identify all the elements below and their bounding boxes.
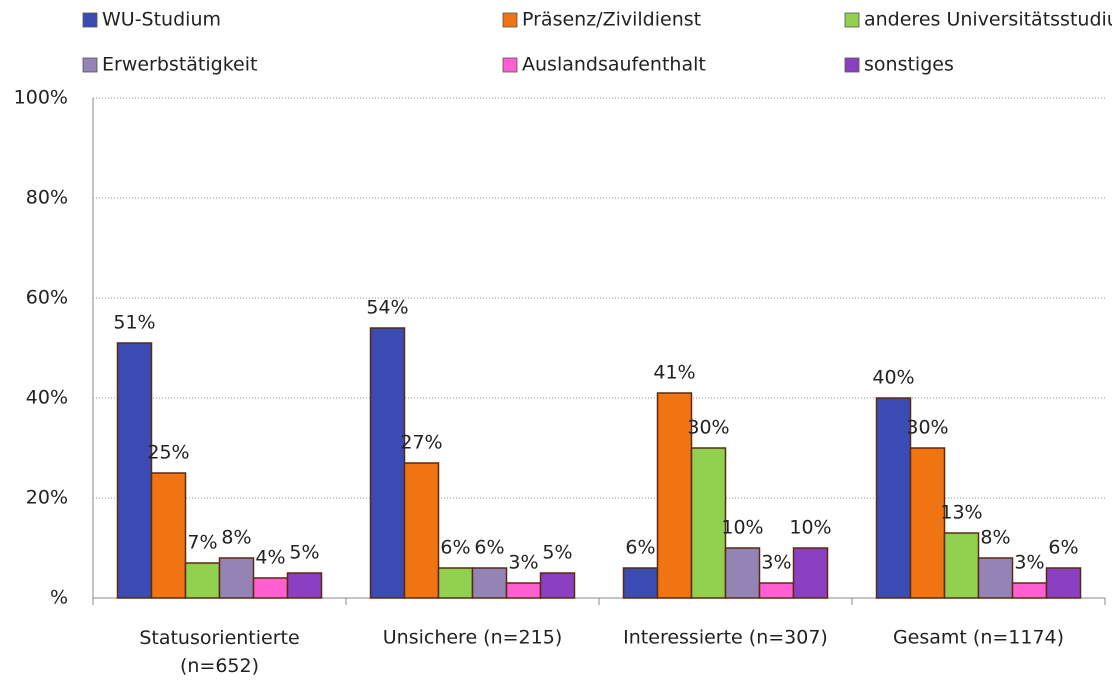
data-label: 5% bbox=[289, 542, 319, 564]
legend-label: Erwerbstätigkeit bbox=[102, 54, 257, 76]
bar bbox=[943, 532, 980, 599]
bar bbox=[184, 562, 221, 599]
bar bbox=[977, 557, 1014, 599]
legend-swatch bbox=[82, 12, 98, 28]
data-label: 41% bbox=[653, 362, 695, 384]
bar bbox=[252, 577, 289, 599]
data-label: 8% bbox=[980, 527, 1010, 549]
legend-label: sonstiges bbox=[864, 54, 954, 76]
bar bbox=[116, 342, 153, 599]
y-tick-label: % bbox=[50, 587, 68, 609]
bar bbox=[403, 462, 440, 599]
x-tick-label: Unsichere (n=215) bbox=[383, 627, 562, 649]
data-label: 7% bbox=[187, 532, 217, 554]
data-label: 3% bbox=[1014, 552, 1044, 574]
bar bbox=[690, 447, 727, 599]
data-label: 6% bbox=[1048, 537, 1078, 559]
data-label: 40% bbox=[872, 367, 914, 389]
bar bbox=[758, 582, 795, 599]
data-label: 10% bbox=[789, 517, 831, 539]
y-tick-label: 60% bbox=[26, 287, 68, 309]
bar bbox=[1011, 582, 1048, 599]
legend-label: Präsenz/Zivildienst bbox=[522, 9, 701, 31]
legend-swatch bbox=[502, 12, 518, 28]
bar bbox=[792, 547, 829, 599]
data-label: 30% bbox=[906, 417, 948, 439]
legend-swatch bbox=[82, 57, 98, 73]
data-label: 51% bbox=[113, 312, 155, 334]
legend-swatch bbox=[502, 57, 518, 73]
legend-label: anderes Universitätsstudium bbox=[864, 9, 1112, 31]
bar bbox=[909, 447, 946, 599]
x-tick-label: Gesamt (n=1174) bbox=[893, 627, 1064, 649]
data-label: 5% bbox=[542, 542, 572, 564]
data-label: 6% bbox=[474, 537, 504, 559]
data-label: 4% bbox=[255, 547, 285, 569]
bar bbox=[875, 397, 912, 599]
legend-swatch bbox=[844, 12, 860, 28]
data-label: 3% bbox=[508, 552, 538, 574]
legend-label: WU-Studium bbox=[102, 9, 221, 31]
data-label: 27% bbox=[400, 432, 442, 454]
y-tick-label: 40% bbox=[26, 387, 68, 409]
bar bbox=[505, 582, 542, 599]
legend-swatch bbox=[844, 57, 860, 73]
bar bbox=[286, 572, 323, 599]
data-label: 54% bbox=[366, 297, 408, 319]
data-label: 6% bbox=[440, 537, 470, 559]
bar bbox=[622, 567, 659, 599]
data-label: 30% bbox=[687, 417, 729, 439]
data-label: 8% bbox=[221, 527, 251, 549]
bar bbox=[437, 567, 474, 599]
data-label: 25% bbox=[147, 442, 189, 464]
data-label: 6% bbox=[625, 537, 655, 559]
data-label: 3% bbox=[761, 552, 791, 574]
legend-label: Auslandsaufenthalt bbox=[522, 54, 706, 76]
bar bbox=[1045, 567, 1082, 599]
bar bbox=[724, 547, 761, 599]
bar bbox=[539, 572, 576, 599]
bar bbox=[150, 472, 187, 599]
bar bbox=[218, 557, 255, 599]
data-label: 13% bbox=[940, 502, 982, 524]
x-tick-label: Interessierte (n=307) bbox=[623, 627, 828, 649]
y-tick-label: 100% bbox=[14, 87, 68, 109]
bar bbox=[369, 327, 406, 599]
x-tick-label: Statusorientierte (n=652) bbox=[139, 627, 299, 677]
y-tick-label: 80% bbox=[26, 187, 68, 209]
data-label: 10% bbox=[721, 517, 763, 539]
bar bbox=[471, 567, 508, 599]
y-tick-label: 20% bbox=[26, 487, 68, 509]
